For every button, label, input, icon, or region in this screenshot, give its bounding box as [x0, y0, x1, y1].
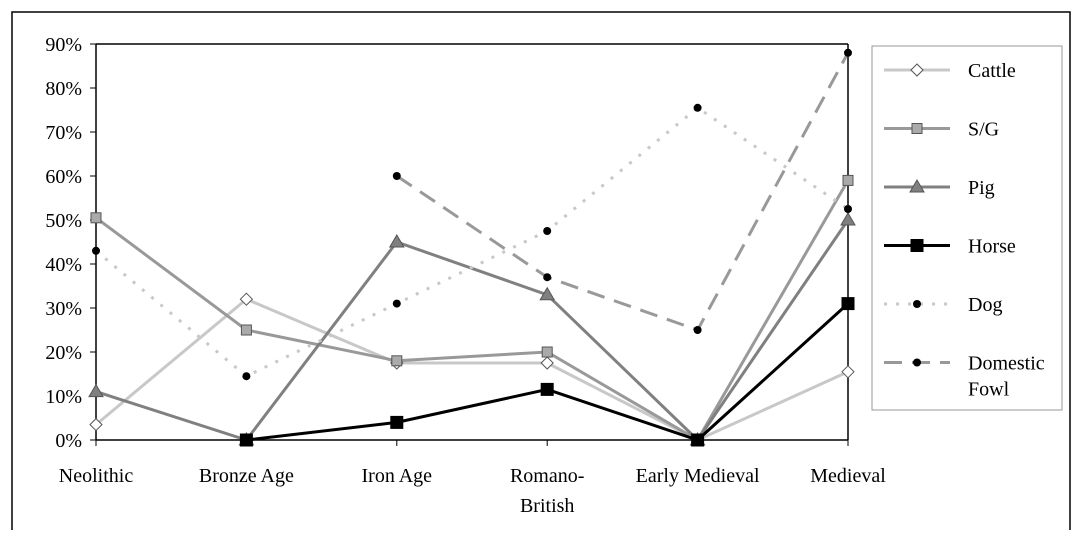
- legend-label: Horse: [968, 236, 1016, 258]
- y-tick-label: 60%: [45, 166, 82, 188]
- data-point: [543, 273, 552, 282]
- data-point: [693, 103, 702, 112]
- data-point: [89, 417, 103, 432]
- legend-label: S/G: [968, 119, 999, 141]
- x-tick-label: Romano-British: [510, 465, 584, 517]
- legend-marker: [911, 123, 923, 134]
- y-tick-label: 40%: [45, 254, 82, 276]
- data-point: [239, 292, 254, 306]
- x-tick-label: Early Medieval: [636, 465, 760, 487]
- data-point: [242, 372, 251, 381]
- legend-label: Dog: [968, 294, 1002, 316]
- series-line: [395, 52, 850, 332]
- legend-marker: [913, 300, 921, 308]
- data-point: [541, 346, 553, 358]
- legend-box: [871, 45, 1063, 411]
- legend-label: Cattle: [968, 60, 1016, 82]
- data-point: [841, 365, 855, 379]
- data-point: [392, 172, 401, 180]
- y-tick-label: 30%: [45, 298, 82, 320]
- data-point: [693, 326, 702, 334]
- legend-marker: [910, 63, 924, 77]
- legend-marker: [913, 358, 921, 367]
- y-tick-label: 90%: [45, 34, 82, 56]
- data-point: [390, 415, 404, 429]
- data-point: [540, 356, 554, 370]
- chart-frame: [11, 11, 1071, 535]
- series-line: [246, 302, 850, 442]
- y-tick-label: 50%: [45, 210, 82, 232]
- data-point: [539, 286, 556, 301]
- y-tick-label: 10%: [45, 386, 82, 408]
- data-point: [540, 382, 554, 396]
- series-line: [95, 179, 850, 443]
- data-point: [240, 324, 252, 336]
- data-point: [391, 355, 403, 367]
- x-tick-label: Medieval: [810, 465, 886, 487]
- legend-marker: [910, 239, 924, 252]
- legend-label: Pig: [968, 177, 995, 199]
- x-tick-label: Neolithic: [59, 465, 134, 487]
- x-tick-label: Iron Age: [362, 465, 433, 487]
- y-tick-label: 0%: [55, 430, 82, 452]
- series-line: [95, 297, 849, 442]
- data-point: [543, 227, 552, 235]
- data-point: [844, 205, 852, 213]
- y-tick-label: 80%: [45, 78, 82, 100]
- data-point: [691, 433, 705, 447]
- legend-label: Domestic Fowl: [968, 353, 1050, 401]
- data-point: [239, 433, 253, 447]
- data-point: [392, 299, 401, 308]
- data-point: [88, 383, 104, 398]
- data-point: [841, 297, 855, 311]
- data-point: [388, 234, 405, 248]
- x-tick-label: Bronze Age: [199, 465, 294, 487]
- data-point: [840, 212, 856, 226]
- legend-marker: [909, 179, 925, 193]
- data-point: [92, 246, 100, 255]
- data-point: [90, 212, 102, 224]
- y-tick-label: 20%: [45, 342, 82, 364]
- series-line: [95, 105, 849, 378]
- data-point: [844, 48, 852, 57]
- data-point: [842, 174, 854, 186]
- y-tick-label: 70%: [45, 122, 82, 144]
